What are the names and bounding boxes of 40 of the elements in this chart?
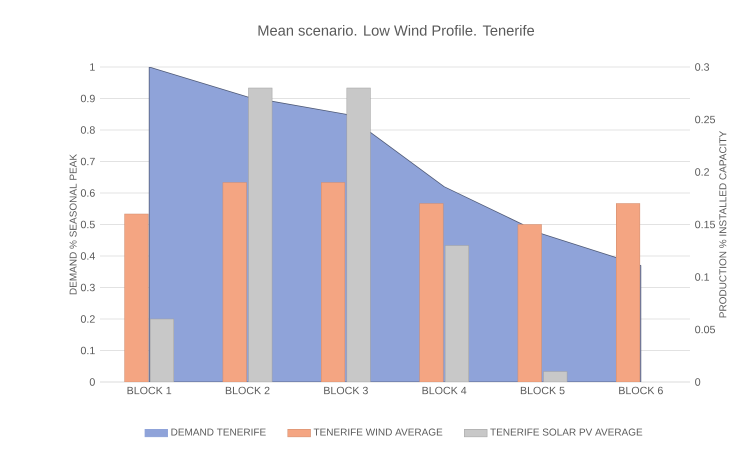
y2-tick-label: 0.25 <box>695 116 716 124</box>
x-tick-label: BLOCK 3 <box>324 386 368 394</box>
x-tick-label: BLOCK 5 <box>520 386 565 394</box>
y2-tick-label: 0.3 <box>695 63 710 71</box>
bar <box>320 182 346 382</box>
y-tick-label: 0.9 <box>80 94 95 102</box>
x-tick-label: BLOCK 2 <box>226 386 270 394</box>
bar <box>518 224 542 382</box>
bar <box>616 203 640 382</box>
y2-tick-label: 0.2 <box>695 168 709 176</box>
bar <box>150 318 174 382</box>
legend-label: TENERIFE SOLAR PV AVERAGE <box>490 428 642 436</box>
y2-axis-title: PRODUCTION % INSTALLED CAPACITY <box>719 131 726 318</box>
bar <box>124 214 148 382</box>
bar <box>222 182 247 382</box>
bar <box>444 245 470 382</box>
y2-tick-label: 0.15 <box>695 220 716 228</box>
y-tick-label: 0.1 <box>80 346 95 354</box>
y-tick-label: 0.5 <box>80 220 95 228</box>
y-tick-label: 0.3 <box>80 284 95 292</box>
chart-title: Mean scenario. Low Wind Profile. Tenerife <box>258 24 534 36</box>
legend-label: DEMAND TENERIFE <box>171 428 266 436</box>
bar <box>419 203 444 382</box>
bar <box>248 88 272 382</box>
bar <box>346 88 371 382</box>
y-tick-label: 0.4 <box>80 252 95 260</box>
y-tick-label: 0.8 <box>80 126 95 134</box>
y2-tick-label: 0.1 <box>695 273 710 281</box>
y-tick-label: 0.2 <box>80 315 95 323</box>
legend-label: TENERIFE WIND AVERAGE <box>314 428 442 436</box>
y2-tick-label: 0.05 <box>695 326 716 334</box>
y-tick-label: 0.7 <box>80 158 95 166</box>
y-tick-label: 0 <box>90 378 95 386</box>
y-tick-label: 1 <box>90 63 95 71</box>
y2-tick-label: 0 <box>695 378 700 386</box>
x-tick-label: BLOCK 4 <box>422 386 466 394</box>
x-tick-label: BLOCK 1 <box>128 386 172 394</box>
x-tick-label: BLOCK 6 <box>619 386 663 394</box>
y-tick-label: 0.6 <box>80 189 95 197</box>
y-axis-title: DEMAND % SEASONAL PEAK <box>70 154 77 294</box>
